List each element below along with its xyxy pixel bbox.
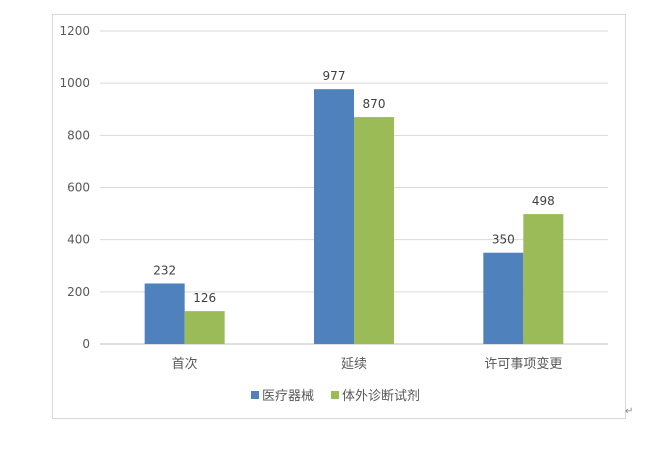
y-tick-label: 600 xyxy=(67,181,90,195)
bar xyxy=(314,89,354,344)
legend-swatch xyxy=(251,391,259,399)
y-tick-label: 400 xyxy=(67,233,90,247)
legend-label: 医疗器械 xyxy=(262,389,314,404)
data-label: 498 xyxy=(532,194,555,208)
y-tick-label: 1200 xyxy=(59,24,90,38)
bar xyxy=(483,252,524,344)
y-tick-label: 800 xyxy=(67,128,90,142)
bar xyxy=(144,283,185,344)
x-tick-label: 许可事项变更 xyxy=(484,356,562,372)
data-label: 350 xyxy=(492,233,515,247)
data-label: 126 xyxy=(193,291,216,305)
legend-label: 体外诊断试剂 xyxy=(342,389,420,404)
data-label: 232 xyxy=(153,263,176,277)
y-tick-label: 0 xyxy=(82,337,90,351)
paragraph-mark-icon: ↵ xyxy=(625,406,634,417)
legend-swatch xyxy=(331,391,340,399)
data-label: 977 xyxy=(323,69,346,83)
bar xyxy=(184,311,225,344)
x-tick-label: 首次 xyxy=(172,356,198,372)
data-label: 870 xyxy=(363,97,386,111)
bar xyxy=(523,214,564,344)
x-tick-label: 延续 xyxy=(341,357,367,372)
chart-frame xyxy=(52,14,626,419)
y-tick-label: 200 xyxy=(67,285,90,299)
y-tick-label: 1000 xyxy=(59,76,90,90)
bar xyxy=(354,117,394,344)
